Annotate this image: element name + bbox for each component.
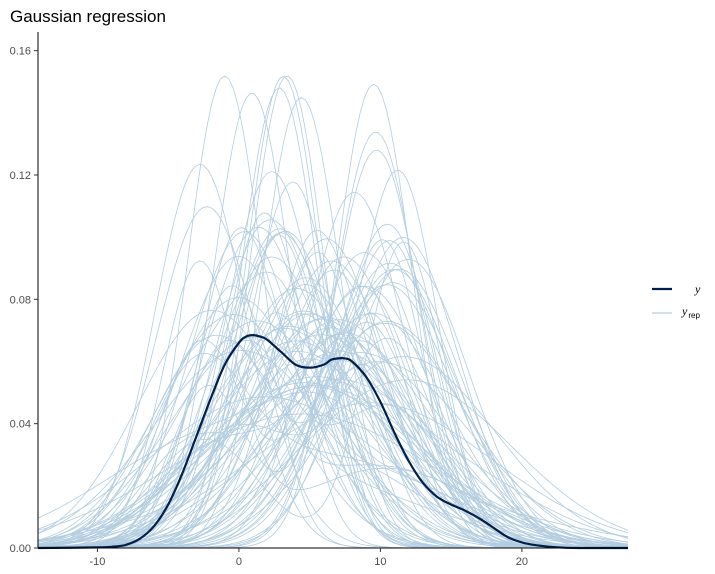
y-tick-label: 0.04 — [10, 419, 31, 431]
yrep-density-line — [37, 379, 629, 549]
x-tick-label: 0 — [236, 556, 242, 568]
yrep-density-line — [38, 87, 628, 549]
yrep-density-line — [37, 309, 628, 549]
yrep-density-line — [38, 320, 629, 549]
x-tick-label: 10 — [374, 556, 386, 568]
yrep-series-group — [37, 75, 629, 549]
y-tick-label: 0.12 — [10, 170, 31, 182]
yrep-density-line — [37, 350, 628, 549]
y-tick-label: 0.16 — [10, 46, 31, 58]
yrep-density-line — [38, 260, 628, 549]
yrep-density-line — [38, 236, 629, 549]
x-tick-label: 20 — [516, 556, 528, 568]
yrep-density-line — [38, 223, 628, 549]
x-tick-label: -10 — [89, 556, 105, 568]
yrep-density-line — [37, 352, 629, 546]
yrep-density-line — [38, 234, 629, 549]
legend-label-yrep-main: y — [681, 304, 688, 318]
legend-label-y: y — [694, 282, 701, 296]
yrep-density-line — [38, 356, 629, 549]
yrep-density-line — [37, 318, 628, 549]
y-tick-label: 0.00 — [10, 543, 31, 555]
yrep-density-line — [37, 396, 629, 547]
yrep-density-line — [37, 402, 629, 546]
y-tick-label: 0.08 — [10, 294, 31, 306]
y-series-group — [37, 333, 628, 550]
yrep-density-line — [38, 260, 629, 549]
axes: 0.00 0.04 0.08 0.12 0.16 -10 0 10 20 — [10, 32, 628, 568]
yrep-density-line — [37, 358, 629, 547]
yrep-density-line — [37, 316, 629, 548]
y-density-line — [37, 333, 628, 550]
yrep-density-line — [37, 379, 629, 546]
yrep-density-line — [37, 336, 628, 549]
legend-label-yrep-sub: rep — [688, 311, 700, 320]
legend: y yrep — [652, 282, 701, 320]
yrep-density-line — [37, 413, 629, 543]
chart-title: Gaussian regression — [10, 7, 166, 26]
legend-label-yrep: yrep — [681, 304, 700, 320]
